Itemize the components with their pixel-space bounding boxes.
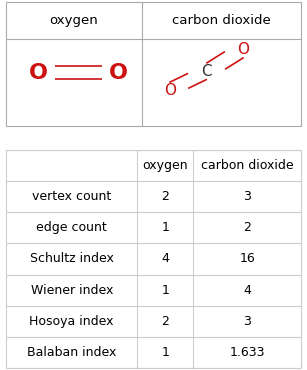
Text: O: O [29, 63, 48, 83]
Text: 4: 4 [243, 284, 251, 297]
Text: 1: 1 [161, 346, 169, 359]
Text: oxygen: oxygen [49, 14, 98, 27]
Text: 3: 3 [243, 315, 251, 328]
Text: C: C [201, 64, 212, 79]
Text: 1: 1 [161, 221, 169, 234]
Text: 4: 4 [161, 252, 169, 266]
Text: Hosoya index: Hosoya index [29, 315, 114, 328]
Text: oxygen: oxygen [142, 159, 188, 172]
Text: 2: 2 [243, 221, 251, 234]
Text: Wiener index: Wiener index [30, 284, 113, 297]
Text: O: O [164, 83, 176, 98]
Text: carbon dioxide: carbon dioxide [172, 14, 271, 27]
Text: carbon dioxide: carbon dioxide [201, 159, 293, 172]
Text: edge count: edge count [36, 221, 107, 234]
Text: 16: 16 [239, 252, 255, 266]
Text: 3: 3 [243, 190, 251, 203]
Text: O: O [109, 63, 128, 83]
Text: 1: 1 [161, 284, 169, 297]
Text: Balaban index: Balaban index [27, 346, 116, 359]
Text: 2: 2 [161, 315, 169, 328]
Text: O: O [237, 42, 249, 57]
Text: Schultz index: Schultz index [30, 252, 114, 266]
Text: 1.633: 1.633 [229, 346, 265, 359]
Text: 2: 2 [161, 190, 169, 203]
Text: vertex count: vertex count [32, 190, 111, 203]
